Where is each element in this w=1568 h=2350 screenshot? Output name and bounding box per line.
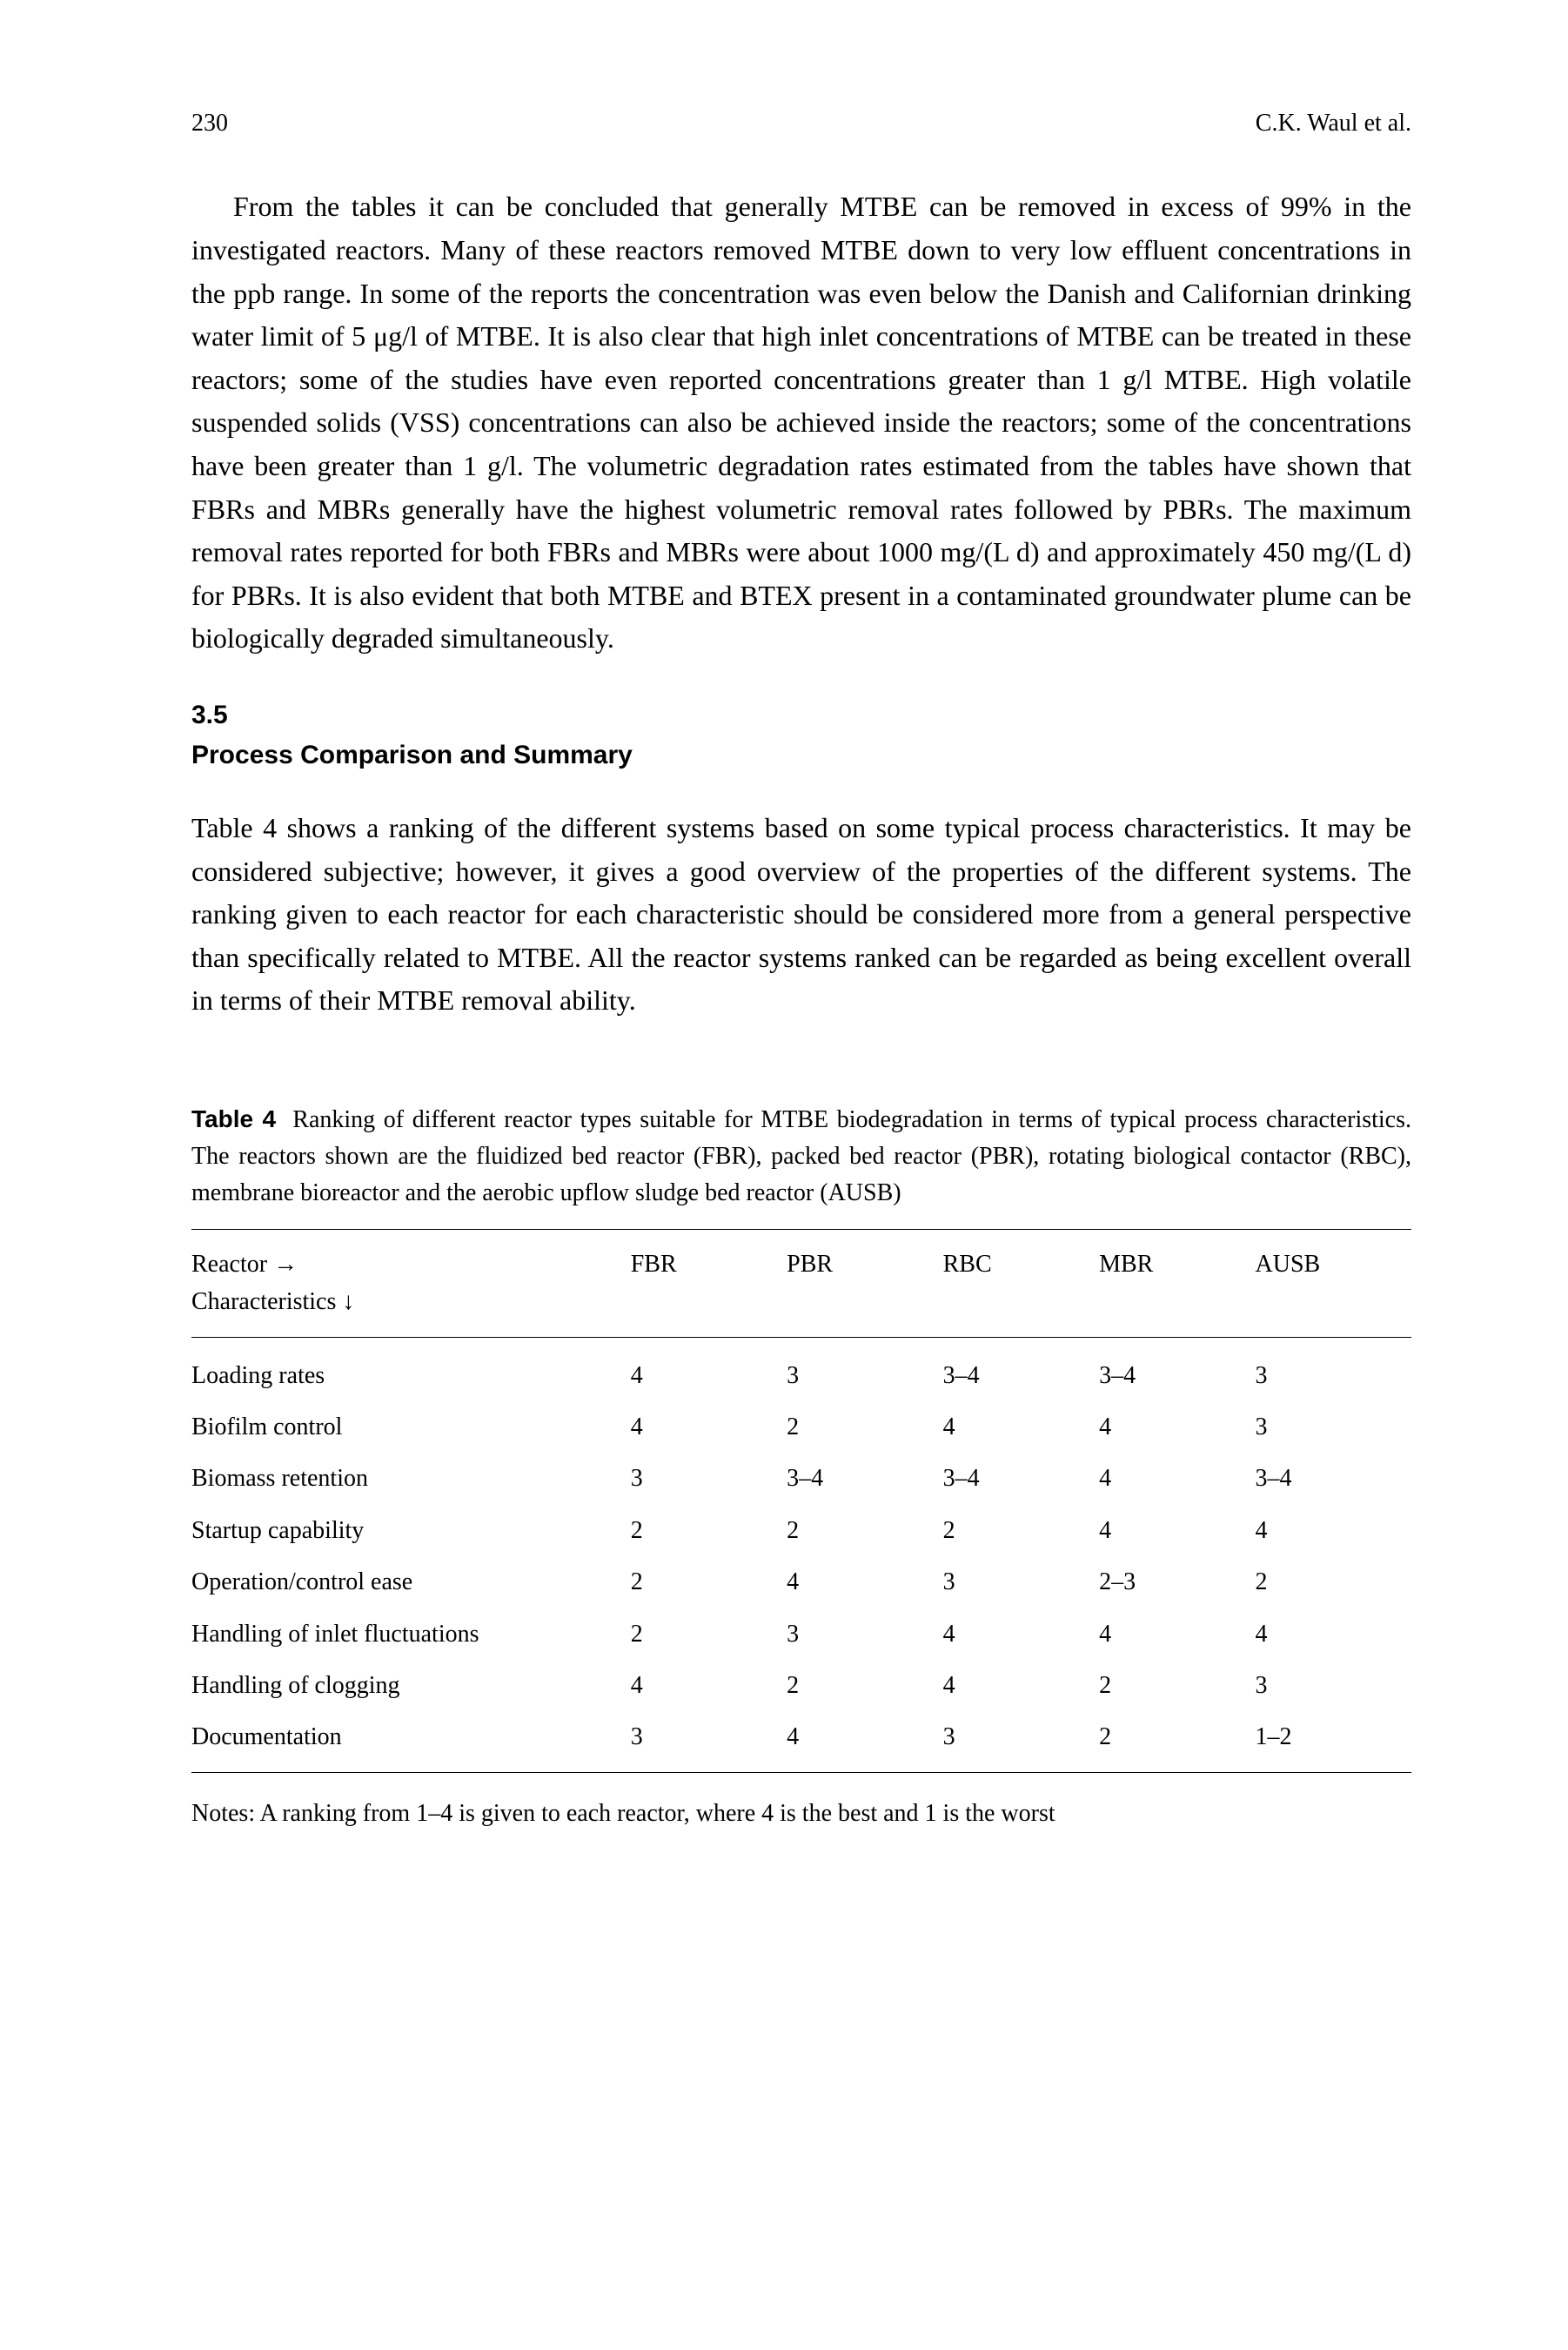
table-row: Loading rates 4 3 3–4 3–4 3: [191, 1337, 1411, 1401]
author-name: C.K. Waul et al.: [1256, 104, 1411, 142]
table-cell: 2: [631, 1556, 787, 1608]
table-cell-label: Operation/control ease: [191, 1556, 631, 1608]
table-cell: 2: [1099, 1711, 1255, 1772]
table-cell: 2: [631, 1608, 787, 1660]
table-cell: 3–4: [943, 1337, 1099, 1401]
table-cell: 3–4: [1099, 1337, 1255, 1401]
table-cell: 3–4: [787, 1453, 942, 1504]
table-header-fbr: FBR: [631, 1229, 787, 1337]
table-row: Handling of inlet fluctuations 2 3 4 4 4: [191, 1608, 1411, 1660]
table-cell: 4: [631, 1660, 787, 1711]
table-cell: 4: [943, 1608, 1099, 1660]
table-cell: 4: [631, 1337, 787, 1401]
table-cell: 4: [1256, 1608, 1411, 1660]
table-cell: 2: [787, 1505, 942, 1556]
table-header-characteristics: Reactor → Characteristics ↓: [191, 1229, 631, 1337]
table-cell: 2: [631, 1505, 787, 1556]
table-header-mbr: MBR: [1099, 1229, 1255, 1337]
table-cell: 4: [943, 1401, 1099, 1453]
paragraph-1: From the tables it can be concluded that…: [191, 185, 1411, 661]
reactor-ranking-table: Reactor → Characteristics ↓ FBR PBR RBC …: [191, 1229, 1411, 1773]
table-row: Operation/control ease 2 4 3 2–3 2: [191, 1556, 1411, 1608]
table-cell: 3: [787, 1337, 942, 1401]
table-cell: 4: [1099, 1505, 1255, 1556]
table-cell-label: Handling of clogging: [191, 1660, 631, 1711]
table-cell: 2: [787, 1660, 942, 1711]
table-cell: 3: [943, 1556, 1099, 1608]
table-cell: 4: [1099, 1608, 1255, 1660]
table-cell: 3: [1256, 1337, 1411, 1401]
table-cell: 2: [787, 1401, 942, 1453]
table-cell: 4: [943, 1660, 1099, 1711]
table-row: Biomass retention 3 3–4 3–4 4 3–4: [191, 1453, 1411, 1504]
table-cell: 2–3: [1099, 1556, 1255, 1608]
section-number: 3.5: [191, 695, 1411, 736]
table-caption: Table 4 Ranking of different reactor typ…: [191, 1101, 1411, 1212]
table-cell: 3: [787, 1608, 942, 1660]
table-cell-label: Startup capability: [191, 1505, 631, 1556]
table-header-pbr: PBR: [787, 1229, 942, 1337]
table-cell: 3: [631, 1711, 787, 1772]
table-header-ausb: AUSB: [1256, 1229, 1411, 1337]
table-cell: 3–4: [943, 1453, 1099, 1504]
header-line1: Reactor →: [191, 1251, 298, 1278]
table-cell: 3: [943, 1711, 1099, 1772]
table-cell: 4: [1099, 1453, 1255, 1504]
table-cell: 3–4: [1256, 1453, 1411, 1504]
table-cell: 4: [631, 1401, 787, 1453]
header-line2: Characteristics ↓: [191, 1288, 354, 1315]
table-row: Documentation 3 4 3 2 1–2: [191, 1711, 1411, 1772]
table-header-rbc: RBC: [943, 1229, 1099, 1337]
table-cell: 4: [787, 1711, 942, 1772]
table-cell-label: Handling of inlet fluctuations: [191, 1608, 631, 1660]
table-cell: 3: [1256, 1660, 1411, 1711]
table-caption-label: Table 4: [191, 1105, 276, 1132]
table-row: Handling of clogging 4 2 4 2 3: [191, 1660, 1411, 1711]
table-cell: 2: [1256, 1556, 1411, 1608]
table-cell: 3: [1256, 1401, 1411, 1453]
table-cell: 4: [787, 1556, 942, 1608]
paragraph-2: Table 4 shows a ranking of the different…: [191, 807, 1411, 1023]
table-cell: 4: [1256, 1505, 1411, 1556]
table-cell-label: Documentation: [191, 1711, 631, 1772]
table-cell-label: Loading rates: [191, 1337, 631, 1401]
page-header: 230 C.K. Waul et al.: [191, 104, 1411, 142]
table-caption-text: Ranking of different reactor types suita…: [191, 1106, 1411, 1206]
table-row: Biofilm control 4 2 4 4 3: [191, 1401, 1411, 1453]
page-number: 230: [191, 104, 228, 142]
table-cell: 3: [631, 1453, 787, 1504]
table-header-row: Reactor → Characteristics ↓ FBR PBR RBC …: [191, 1229, 1411, 1337]
table-cell-label: Biofilm control: [191, 1401, 631, 1453]
section-title: Process Comparison and Summary: [191, 735, 1411, 776]
table-cell: 2: [943, 1505, 1099, 1556]
table-cell: 1–2: [1256, 1711, 1411, 1772]
table-cell-label: Biomass retention: [191, 1453, 631, 1504]
table-cell: 4: [1099, 1401, 1255, 1453]
table-cell: 2: [1099, 1660, 1255, 1711]
table-notes: Notes: A ranking from 1–4 is given to ea…: [191, 1795, 1411, 1832]
table-row: Startup capability 2 2 2 4 4: [191, 1505, 1411, 1556]
